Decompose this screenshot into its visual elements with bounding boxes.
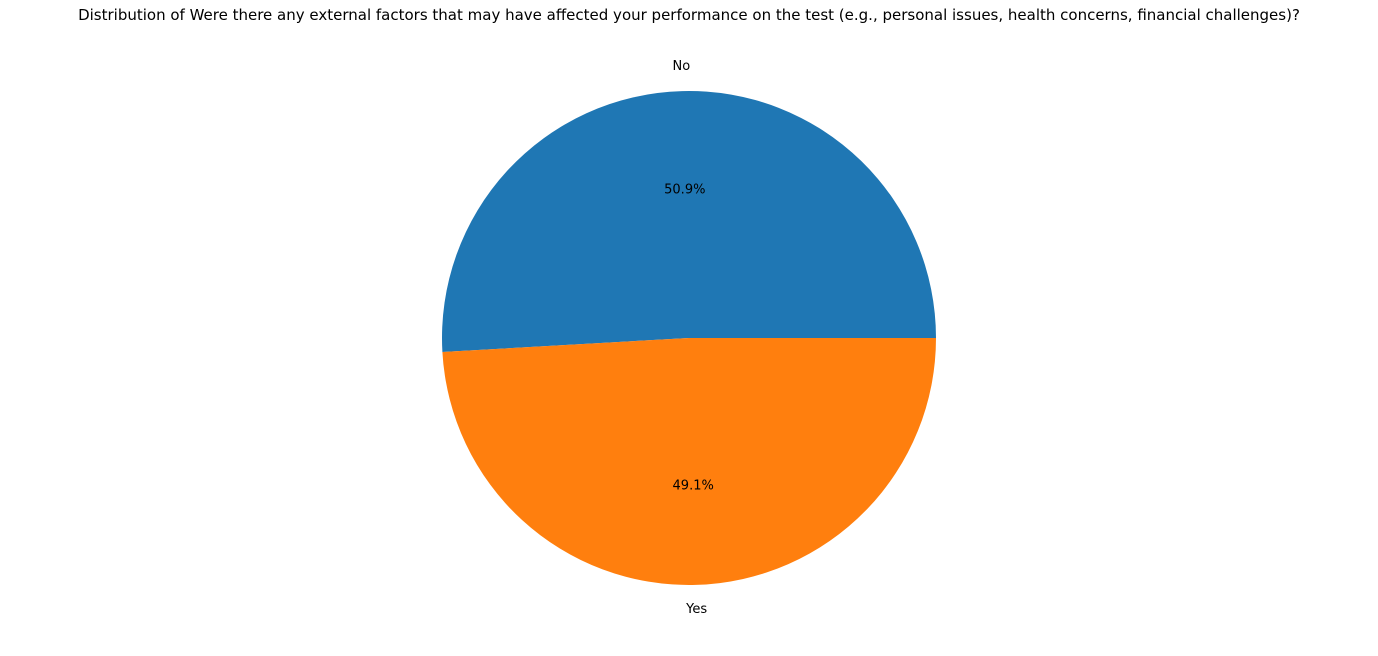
- slice-pct-no: 50.9%: [664, 182, 705, 197]
- slice-label-yes: Yes: [685, 602, 707, 617]
- slice-label-no: No: [672, 59, 690, 74]
- chart-title: Distribution of Were there any external …: [78, 6, 1300, 24]
- pie-slice-no: [442, 91, 936, 352]
- pie-slice-yes: [442, 338, 936, 586]
- slice-pct-yes: 49.1%: [673, 479, 714, 494]
